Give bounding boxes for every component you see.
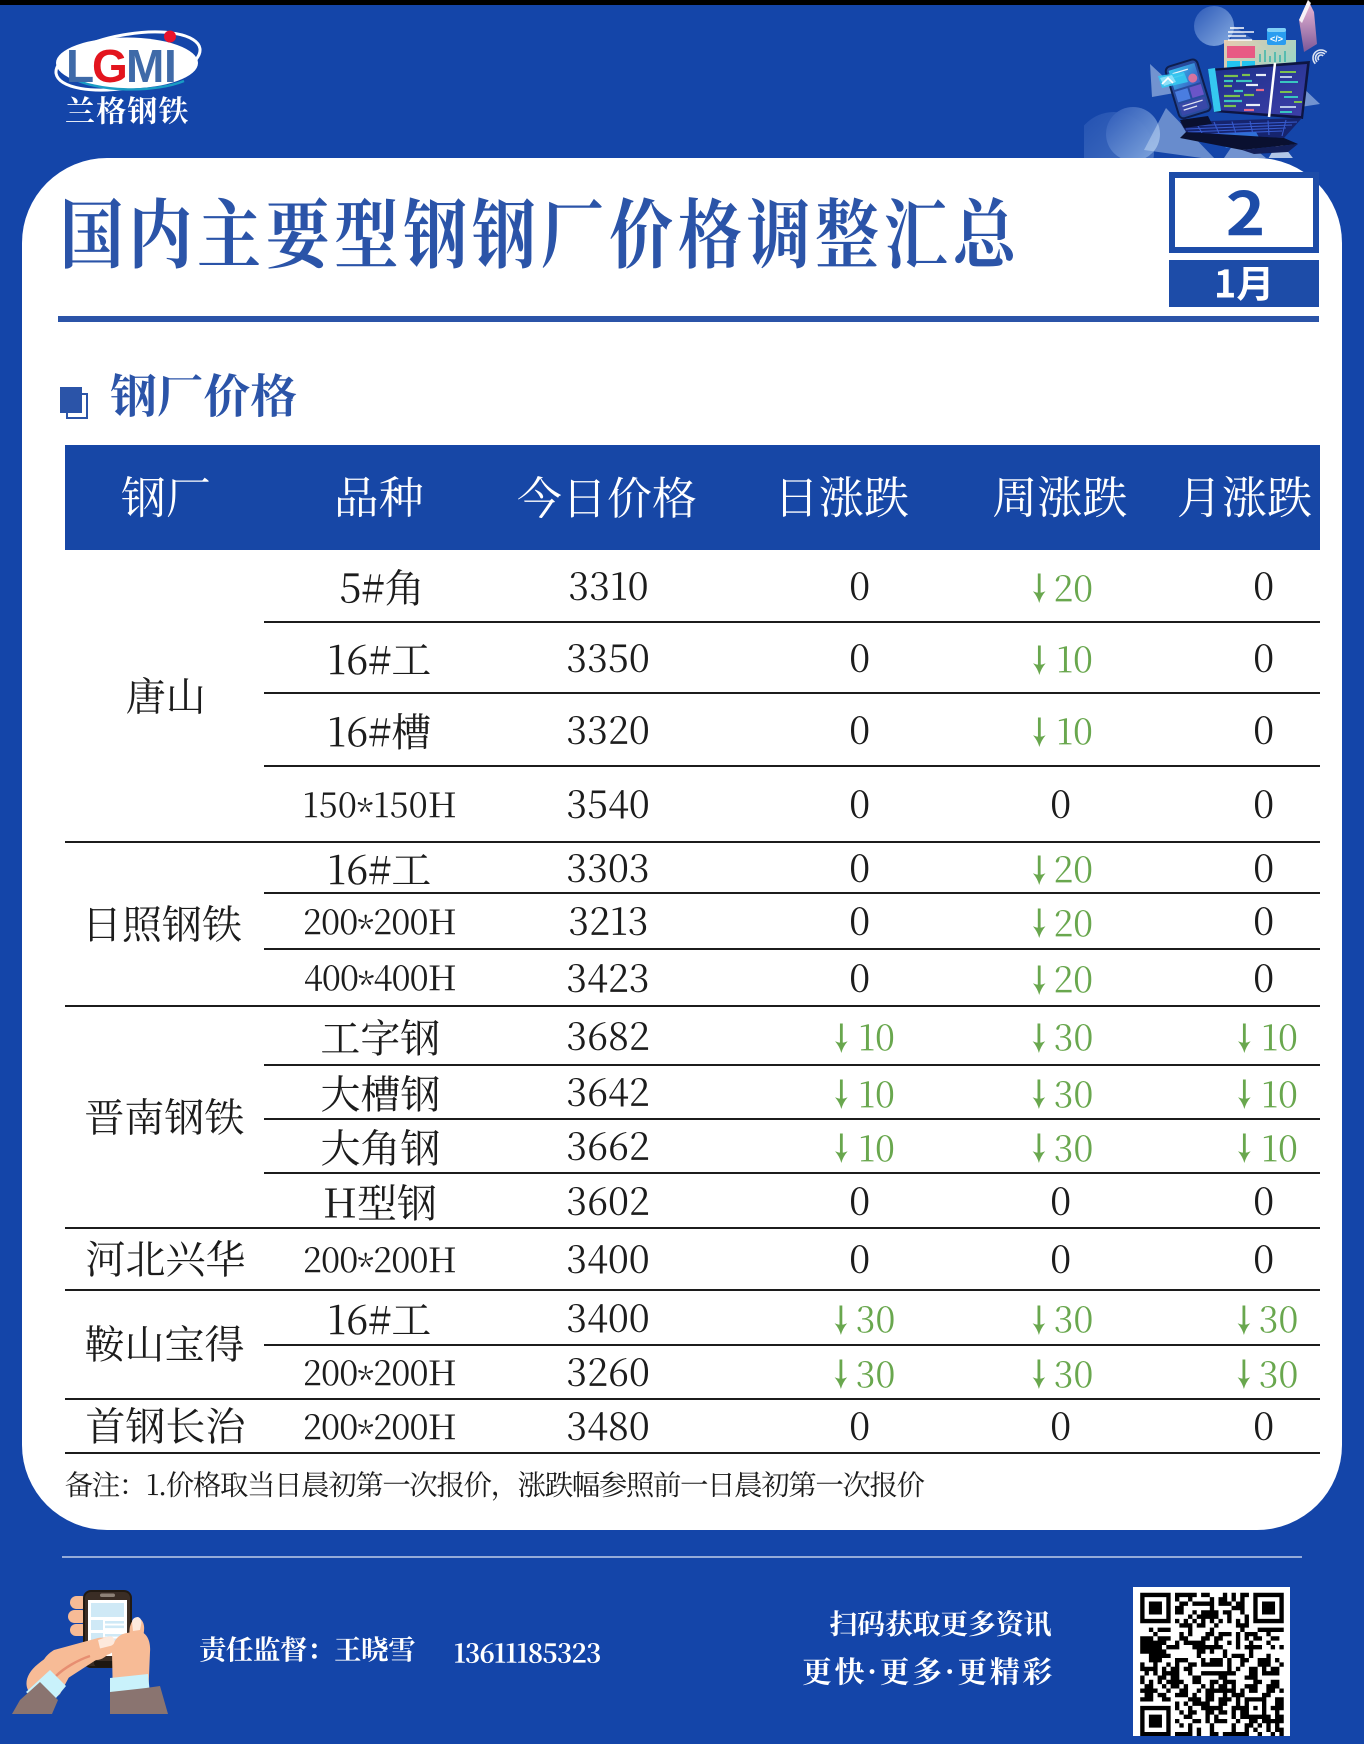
svg-text:G: G <box>92 40 128 92</box>
svg-text:L: L <box>66 40 94 92</box>
svg-text:</>: </> <box>1270 34 1283 44</box>
svg-text:M: M <box>126 40 164 92</box>
svg-text:I: I <box>164 40 177 92</box>
